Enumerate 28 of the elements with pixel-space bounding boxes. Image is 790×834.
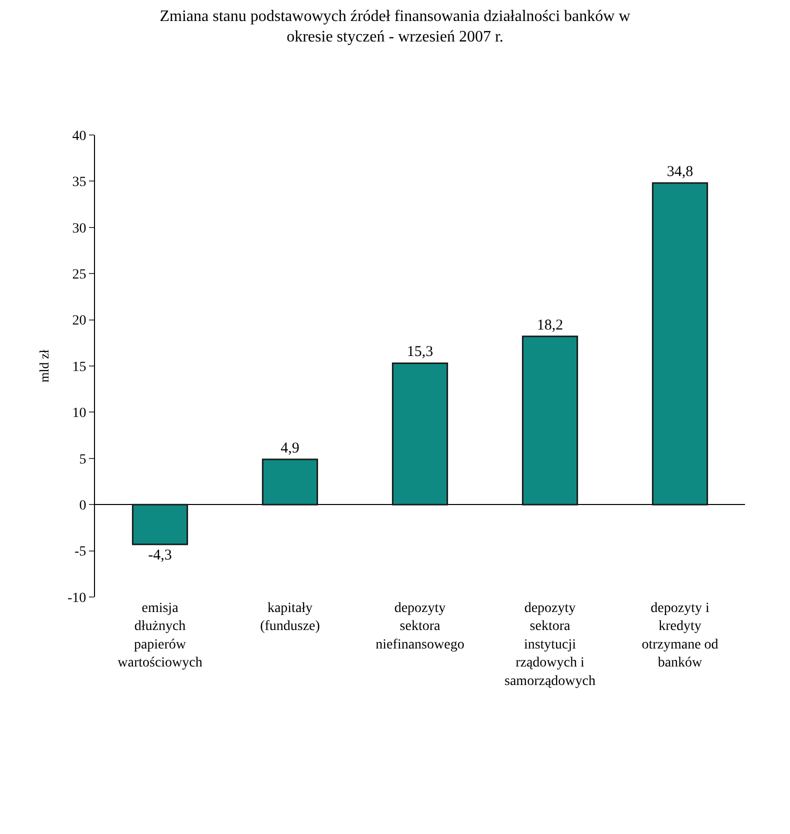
bar [392, 362, 448, 506]
data-label: 4,9 [280, 440, 300, 456]
y-tick-label: 30 [72, 221, 86, 236]
y-tick-label: -5 [74, 544, 86, 560]
y-axis-title: mld zł [36, 349, 52, 382]
bar [262, 458, 318, 506]
data-label: 18,2 [536, 317, 564, 334]
data-label: 34,8 [666, 164, 694, 180]
data-label: -4,3 [148, 547, 172, 564]
y-tick-label: 5 [79, 452, 86, 468]
x-tick-label: depozyty sektora niefinansowego [376, 601, 464, 652]
x-tick-label: emisja dłużnych papierów wartościowych [118, 601, 202, 671]
y-tick-label: 25 [72, 268, 86, 282]
y-tick-label: 0 [79, 498, 86, 514]
x-tick-label: depozyty sektora instytucji rządowych i samorządowych [504, 601, 596, 689]
bar [522, 336, 578, 506]
y-tick-label: 40 [72, 128, 86, 144]
bar [132, 504, 188, 546]
y-tick-label: 10 [72, 406, 86, 422]
chart-title: Zmiana stanu podstawowych źródeł finansowania działalności banków w okresie styczeń - wrzesień 2007 r. [160, 8, 631, 46]
bar [652, 182, 708, 506]
y-tick-label: 15 [72, 360, 86, 375]
x-tick-label: depozyty i kredyty otrzymane od banków [642, 601, 718, 671]
x-tick-label: kapitały (fundusze) [260, 601, 320, 634]
data-label: 15,3 [406, 344, 434, 360]
y-tick-label: 20 [72, 314, 86, 329]
y-tick-label: 35 [72, 175, 86, 190]
y-tick-label: -10 [68, 590, 86, 606]
